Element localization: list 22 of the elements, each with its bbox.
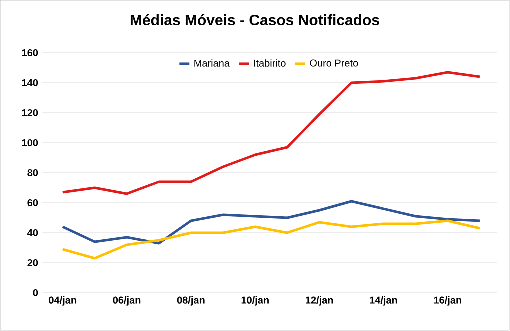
line-series [62,71,482,196]
y-tick-label: 20 [28,259,38,267]
x-tick-label: 10/jan [242,296,269,306]
x-tick-label: 14/jan [370,296,398,306]
y-tick-label: 40 [28,229,38,237]
x-tick-label: 04/jan [49,296,76,306]
y-tick-label: 160 [22,49,38,57]
y-tick-label: 0 [33,289,38,297]
y-tick-label: 120 [22,109,38,117]
legend-label: Mariana [194,60,230,67]
y-tick-label: 80 [28,169,38,177]
legend-label: Ouro Preto [310,60,358,67]
y-tick-label: 60 [28,199,38,207]
x-tick-label: 06/jan [113,296,141,306]
y-tick-label: 140 [22,79,38,87]
chart-title: Médias Móveis - Casos Notificados [130,14,380,26]
line-series [62,220,482,260]
x-tick-label: 12/jan [306,296,334,306]
y-tick-label: 100 [22,139,38,147]
x-tick-label: 16/jan [434,296,462,306]
x-tick-label: 08/jan [177,296,205,306]
legend-label: Itabirito [254,60,286,67]
